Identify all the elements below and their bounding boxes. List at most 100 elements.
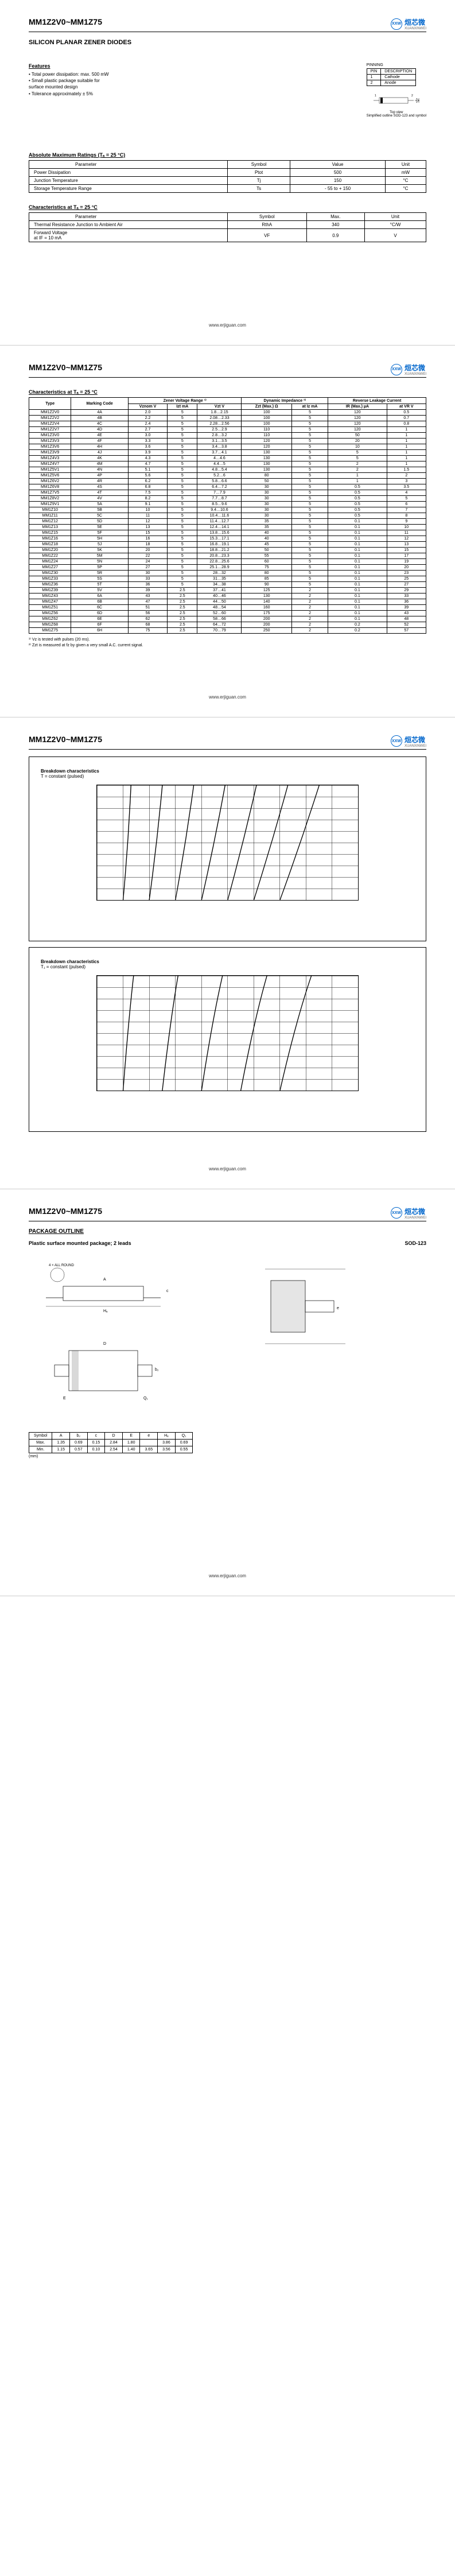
td: 130 bbox=[242, 593, 291, 599]
curves-icon bbox=[97, 785, 359, 900]
th: Izt mA bbox=[168, 404, 197, 410]
td: 5J bbox=[71, 542, 129, 548]
td: 5 bbox=[168, 548, 197, 553]
td: MM1Z22 bbox=[29, 553, 71, 559]
td: 10 bbox=[328, 444, 387, 450]
td: °C bbox=[385, 185, 426, 193]
td: 175 bbox=[242, 611, 291, 616]
footer: www.erjiguan.com bbox=[29, 1166, 426, 1171]
td: 3 bbox=[387, 479, 426, 484]
th: DESCRIPTION bbox=[381, 69, 416, 75]
td: 2 bbox=[328, 467, 387, 473]
td: 1 bbox=[387, 433, 426, 439]
td: 33 bbox=[128, 576, 167, 582]
chart1: Breakdown characteristics T = constant (… bbox=[29, 756, 426, 941]
td: 2 bbox=[291, 588, 328, 593]
td: 5 bbox=[291, 513, 328, 519]
td: 22 bbox=[128, 553, 167, 559]
td: 5 bbox=[168, 496, 197, 502]
td: 1 bbox=[387, 461, 426, 467]
td: 3.7…4.1 bbox=[197, 450, 242, 456]
td: 30 bbox=[242, 490, 291, 496]
td: 5 bbox=[168, 513, 197, 519]
td: mW bbox=[385, 169, 426, 177]
td: 200 bbox=[242, 622, 291, 628]
td: 30 bbox=[242, 502, 291, 507]
td: 15 bbox=[387, 548, 426, 553]
td: 36 bbox=[387, 599, 426, 605]
td: 2.5 bbox=[168, 599, 197, 605]
td: 2 bbox=[328, 461, 387, 467]
td: MM1Z5V1 bbox=[29, 467, 71, 473]
td: 110 bbox=[242, 433, 291, 439]
logo-brand: 烜芯微 bbox=[405, 1206, 426, 1216]
td: 1 bbox=[367, 75, 381, 80]
td: 4.7 bbox=[128, 461, 167, 467]
td: 7.5 bbox=[128, 490, 167, 496]
td: 0.1 bbox=[328, 599, 387, 605]
td: 2 bbox=[291, 616, 328, 622]
table-row: MM1Z6V24R6.255.8…6.650513 bbox=[29, 479, 426, 484]
td: 0.69 bbox=[175, 1439, 193, 1446]
td: 10.4…11.6 bbox=[197, 513, 242, 519]
table-row: MM1Z305R30528…328050.123 bbox=[29, 571, 426, 576]
td: 4P bbox=[71, 473, 129, 479]
td: 4R bbox=[71, 479, 129, 484]
td: 5 bbox=[291, 507, 328, 513]
td: D bbox=[105, 1432, 123, 1439]
td: 80 bbox=[242, 473, 291, 479]
td: 2.2 bbox=[128, 416, 167, 421]
td: 30 bbox=[128, 571, 167, 576]
td: 5 bbox=[168, 571, 197, 576]
td: 5.6 bbox=[128, 473, 167, 479]
td: 5 bbox=[291, 461, 328, 467]
td: 0.5 bbox=[328, 513, 387, 519]
th: Dynamic Impedance ²⁾ bbox=[242, 398, 328, 404]
td: 5 bbox=[291, 582, 328, 588]
td: 5 bbox=[291, 553, 328, 559]
td: - 55 to + 150 bbox=[290, 185, 386, 193]
td: 44…50 bbox=[197, 599, 242, 605]
logo-badge: XXW bbox=[391, 364, 402, 375]
footer: www.erjiguan.com bbox=[29, 695, 426, 700]
td: 6F bbox=[71, 622, 129, 628]
td: MM1Z36 bbox=[29, 582, 71, 588]
table-row: MM1Z2V74D2.752.5…2.911051201 bbox=[29, 427, 426, 433]
td: Anode bbox=[381, 80, 416, 86]
td: MM1Z4V7 bbox=[29, 461, 71, 467]
td: 2 bbox=[291, 605, 328, 611]
td: 18.8…21.2 bbox=[197, 548, 242, 553]
td: MM1Z9V1 bbox=[29, 502, 71, 507]
td: 2.5…2.9 bbox=[197, 427, 242, 433]
td: 16 bbox=[128, 536, 167, 542]
td: Max. bbox=[29, 1439, 52, 1446]
td: Ts bbox=[228, 185, 290, 193]
td: 2.84 bbox=[105, 1439, 123, 1446]
td: 90 bbox=[242, 582, 291, 588]
footer: www.erjiguan.com bbox=[29, 1573, 426, 1578]
td: 0.1 bbox=[328, 582, 387, 588]
td: 15.3…17.1 bbox=[197, 536, 242, 542]
table-row: MM1Z9V15A9.158.5…9.63050.56 bbox=[29, 502, 426, 507]
td: 5 bbox=[168, 479, 197, 484]
td: MM1Z51 bbox=[29, 605, 71, 611]
td: 3.1…3.5 bbox=[197, 439, 242, 444]
td: MM1Z33 bbox=[29, 576, 71, 582]
td: MM1Z30 bbox=[29, 571, 71, 576]
td: 0.1 bbox=[328, 525, 387, 530]
td: 120 bbox=[328, 421, 387, 427]
td: 5 bbox=[168, 467, 197, 473]
td: 2.5 bbox=[168, 616, 197, 622]
table-row: MM1Z516C512.548…5416020.139 bbox=[29, 605, 426, 611]
td: 120 bbox=[242, 444, 291, 450]
td: 160 bbox=[242, 605, 291, 611]
td: MM1Z2V7 bbox=[29, 427, 71, 433]
td: MM1Z3V6 bbox=[29, 444, 71, 450]
td: 5 bbox=[291, 525, 328, 530]
table-row: MM1Z3V04E3.052.8…3.21105501 bbox=[29, 433, 426, 439]
td: E bbox=[122, 1432, 140, 1439]
table-row: MM1Z476B472.544…5014020.136 bbox=[29, 599, 426, 605]
table-row: MM1Z686F682.564…7220020.252 bbox=[29, 622, 426, 628]
td: 1 bbox=[387, 450, 426, 456]
td: 27 bbox=[387, 582, 426, 588]
